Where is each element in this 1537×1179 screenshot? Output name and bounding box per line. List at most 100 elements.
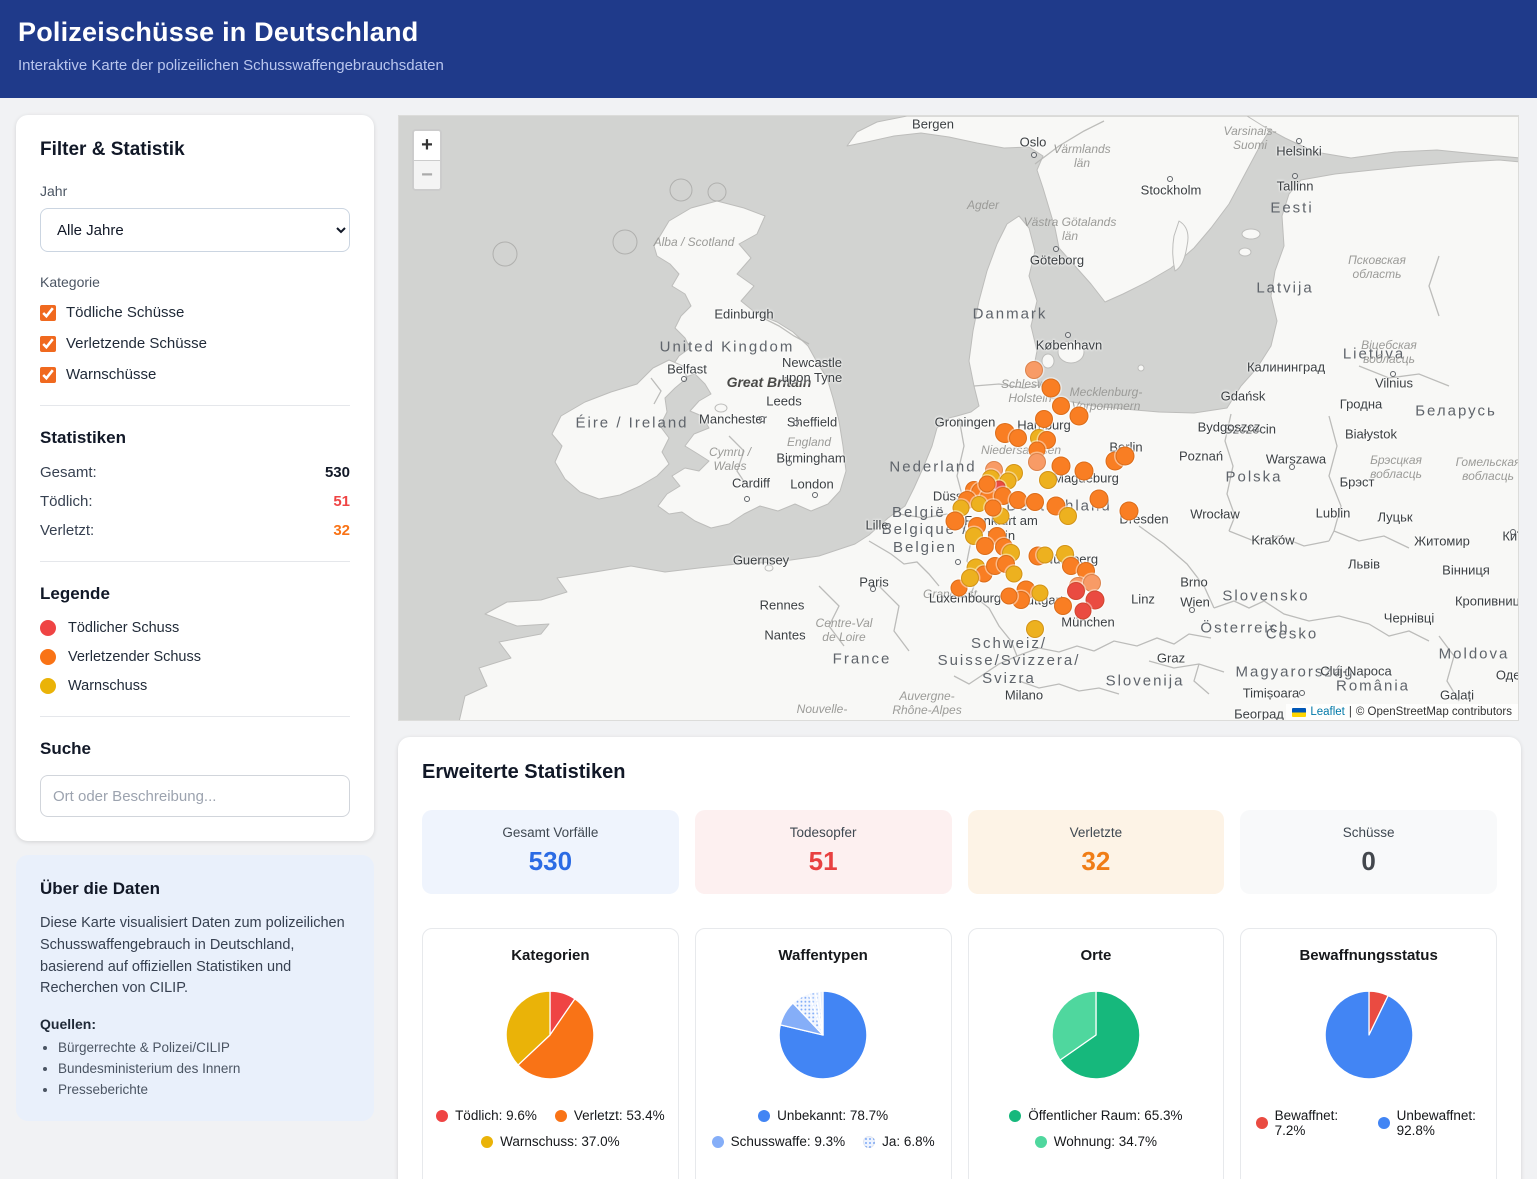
map-marker[interactable] bbox=[1028, 453, 1046, 471]
map-marker[interactable] bbox=[1067, 582, 1085, 600]
map-marker[interactable] bbox=[1052, 397, 1070, 415]
category-list: Tödliche Schüsse Verletzende Schüsse Warns… bbox=[40, 304, 350, 383]
map-marker[interactable] bbox=[1026, 620, 1044, 638]
chart-legend-dot bbox=[1009, 1109, 1022, 1122]
stat-value: 51 bbox=[333, 493, 350, 510]
chart-legend-item: Bewaffnet: 7.2% bbox=[1255, 1108, 1360, 1138]
stat-row: Verletzt: 32 bbox=[40, 522, 350, 539]
map-marker[interactable] bbox=[1089, 489, 1109, 509]
map-marker[interactable] bbox=[1069, 406, 1089, 426]
map-marker[interactable] bbox=[1000, 587, 1018, 605]
sources-label: Quellen: bbox=[40, 1016, 97, 1032]
map-marker[interactable] bbox=[1083, 574, 1101, 592]
map-marker[interactable] bbox=[984, 499, 1002, 517]
sources-list: Bürgerrechte & Polizei/CILIP Bundesminist… bbox=[58, 1040, 350, 1097]
about-text: Diese Karte visualisiert Daten zum poliz… bbox=[40, 915, 345, 997]
chart-legend-dot bbox=[436, 1109, 449, 1122]
divider bbox=[40, 716, 350, 717]
chart-card: Waffentypen Unbekannt: 78.7% Schusswaffe: … bbox=[694, 928, 952, 1179]
map-marker[interactable] bbox=[945, 511, 965, 531]
search-title: Suche bbox=[40, 739, 92, 758]
map-zoom-control: + − bbox=[412, 129, 442, 191]
pie-slice bbox=[505, 990, 552, 1066]
chart-legend-dot bbox=[1255, 1117, 1268, 1129]
chart-title: Waffentypen bbox=[778, 947, 868, 964]
chart-legend-dot bbox=[1034, 1135, 1047, 1148]
map-marker[interactable] bbox=[1031, 584, 1049, 602]
chart-legend: Bewaffnet: 7.2% Unbewaffnet: 92.8% bbox=[1253, 1108, 1484, 1138]
map-city-dot bbox=[1189, 607, 1195, 613]
map-marker[interactable] bbox=[961, 569, 979, 587]
pie-slice bbox=[1324, 990, 1414, 1080]
map-marker[interactable] bbox=[1039, 471, 1057, 489]
map-canvas[interactable]: United Kingdom Éire / Ireland Nederland Bel… bbox=[398, 115, 1519, 721]
stat-label: Verletzt: bbox=[40, 522, 95, 539]
map-marker[interactable] bbox=[976, 537, 994, 555]
map-marker[interactable] bbox=[1074, 461, 1094, 481]
extended-stats-title: Erweiterte Statistiken bbox=[422, 761, 626, 783]
map-marker[interactable] bbox=[1035, 410, 1053, 428]
map-marker[interactable] bbox=[1059, 507, 1077, 525]
category-checkbox[interactable] bbox=[40, 366, 56, 383]
year-label: Jahr bbox=[40, 183, 68, 199]
stat-row: Gesamt: 530 bbox=[40, 464, 350, 481]
page-title: Polizeischüsse in Deutschland bbox=[18, 17, 419, 47]
map-marker[interactable] bbox=[1009, 491, 1027, 509]
map-marker[interactable] bbox=[1115, 446, 1135, 466]
category-row[interactable]: Warnschüsse bbox=[40, 366, 350, 383]
map-marker[interactable] bbox=[1051, 456, 1071, 476]
leaflet-link[interactable]: Leaflet bbox=[1310, 706, 1345, 718]
ukraine-flag-icon bbox=[1292, 707, 1307, 717]
chart-legend-item: Tödlich: 9.6% bbox=[436, 1108, 537, 1123]
divider bbox=[40, 405, 350, 406]
legend-item-label: Tödlicher Schuss bbox=[68, 620, 180, 636]
stat-tile-label: Gesamt Vorfälle bbox=[502, 825, 599, 840]
filter-panel-title: Filter & Statistik bbox=[40, 139, 185, 160]
legend-color-dot bbox=[40, 620, 56, 636]
chart-card: Bewaffnungsstatus Bewaffnet: 7.2% Unbewaff… bbox=[1240, 928, 1497, 1179]
source-item: Bundesministerium des Innern bbox=[58, 1061, 350, 1076]
stat-tile-value: 0 bbox=[1361, 846, 1376, 876]
source-item: Presseberichte bbox=[58, 1082, 350, 1097]
map-marker[interactable] bbox=[1005, 565, 1023, 583]
category-checkbox[interactable] bbox=[40, 335, 56, 352]
map-attribution: Leaflet | © OpenStreetMap contributors bbox=[1286, 704, 1518, 720]
category-row[interactable]: Tödliche Schüsse bbox=[40, 304, 350, 321]
year-select[interactable]: Alle Jahre bbox=[40, 208, 350, 252]
map-marker[interactable] bbox=[978, 475, 996, 493]
map-marker[interactable] bbox=[1085, 590, 1105, 610]
extended-stats-panel: Erweiterte Statistiken Gesamt Vorfälle 53… bbox=[398, 737, 1521, 1179]
chart-cards: Kategorien Tödlich: 9.6% Verletzt: 53.4% Wa… bbox=[422, 928, 1497, 1179]
page-subtitle: Interaktive Karte der polizeilichen Schu… bbox=[18, 57, 444, 74]
chart-title: Bewaffnungsstatus bbox=[1299, 947, 1438, 964]
attribution-separator: | bbox=[1348, 706, 1352, 718]
map-marker[interactable] bbox=[1026, 493, 1044, 511]
chart-legend-item: Unbekannt: 78.7% bbox=[758, 1108, 888, 1123]
legend-item-label: Verletzender Schuss bbox=[68, 649, 201, 665]
map-marker[interactable] bbox=[1074, 602, 1092, 620]
map-city-dot bbox=[786, 460, 792, 466]
stat-tile: Schüsse 0 bbox=[1240, 810, 1497, 894]
map-marker[interactable] bbox=[1041, 378, 1061, 398]
map-city-dot bbox=[759, 416, 765, 422]
app-header: Polizeischüsse in Deutschland Interaktiv… bbox=[0, 0, 1537, 98]
map-city-dot bbox=[1390, 371, 1396, 377]
category-checkbox[interactable] bbox=[40, 304, 56, 321]
map-marker[interactable] bbox=[1009, 429, 1027, 447]
zoom-out-button[interactable]: − bbox=[414, 160, 440, 189]
map-marker[interactable] bbox=[1119, 501, 1139, 521]
map-marker[interactable] bbox=[1036, 546, 1054, 564]
map-city-dot bbox=[812, 492, 818, 498]
map-marker[interactable] bbox=[1054, 597, 1072, 615]
search-input[interactable] bbox=[40, 775, 350, 817]
statistics-title: Statistiken bbox=[40, 428, 126, 447]
pie-slice bbox=[517, 998, 595, 1080]
chart-legend: Tödlich: 9.6% Verletzt: 53.4% Warnschuss: … bbox=[435, 1108, 666, 1149]
map-marker[interactable] bbox=[1025, 361, 1043, 379]
map-city-dot bbox=[681, 376, 687, 382]
zoom-in-button[interactable]: + bbox=[414, 131, 440, 160]
category-row[interactable]: Verletzende Schüsse bbox=[40, 335, 350, 352]
map-city-dot bbox=[1167, 176, 1173, 182]
legend-color-dot bbox=[40, 649, 56, 665]
chart-title: Kategorien bbox=[511, 947, 590, 964]
